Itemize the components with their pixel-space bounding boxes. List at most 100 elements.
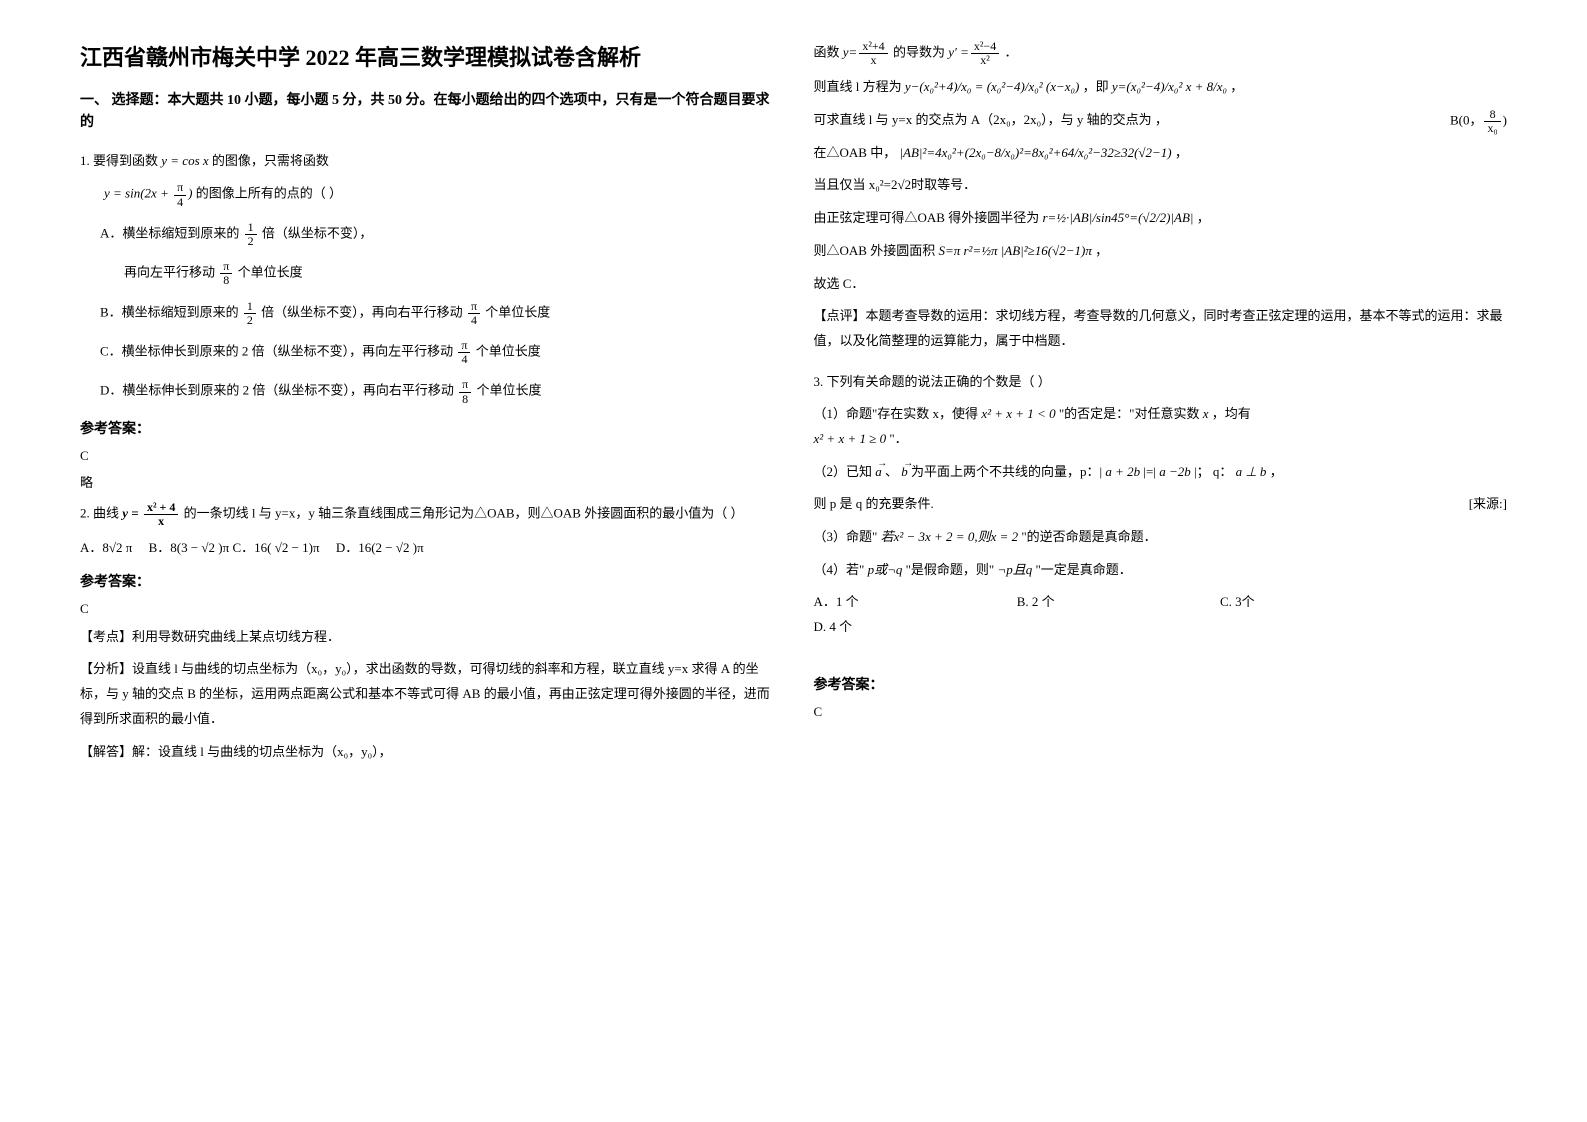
sol-l1-yp: y′ = (948, 45, 969, 60)
q2-stem-b: 的一条切线 l 与 y=x，y 轴三条直线围成三角形记为△OAB，则△OAB 外… (184, 505, 744, 520)
q1-formula-frac: π4 (174, 181, 186, 208)
sol-l1-frac1-den: x (859, 54, 887, 67)
q3-p2-d: |=| (1143, 464, 1156, 479)
sol-l4-math: |AB|²=4x₀²+(2x₀−8/x₀)²=8x₀²+64/x₀²−32≥32… (899, 145, 1171, 160)
q2-ans: C (80, 601, 774, 617)
sol-l1-a: 函数 (814, 45, 840, 60)
q1-optA-c: 再向左平行移动 (124, 265, 215, 280)
q2-optB: B．8(3 − √2 )π (149, 540, 230, 555)
q3-p3: （3）命题" 若x² − 3x + 2 = 0,则x = 2 "的逆否命题是真命… (814, 525, 1508, 550)
q1-optC-frac-num: π (458, 339, 470, 353)
q1-ans-label: 参考答案： (80, 418, 774, 438)
sol-line1: 函数 y=x²+4x 的导数为 y′ =x²−4x² ． (814, 40, 1508, 67)
sol-l7-b: ， (1095, 243, 1108, 258)
q3-optD: D. 4 个 (814, 615, 1014, 640)
sol-line2: 则直线 l 方程为 y−(x₀²+4)/x₀ = (x₀²−4)/x₀² (x−… (814, 75, 1508, 100)
sol-line6: 由正弦定理可得△OAB 得外接圆半径为 r=½·|AB|/sin45°=(√2/… (814, 206, 1508, 231)
q2-optC: C．16( √2 − 1)π (232, 540, 319, 555)
q3-p4-m2: ¬p且q (997, 562, 1032, 577)
q1-optB: B．横坐标缩短到原来的 12 倍（纵坐标不变），再向右平行移动 π4 个单位长度 (100, 300, 774, 327)
sol-line5: 当且仅当 x₀²=2√2时取等号． (814, 173, 1508, 198)
sol-l1-b: 的导数为 (893, 45, 945, 60)
q1-optB-frac2-num: π (468, 300, 480, 314)
q1-formula-frac-den: 4 (174, 196, 186, 209)
q3-ans: C (814, 704, 1508, 720)
sol-l2-math2: y=(x₀²−4)/x₀² x + 8/x₀ (1112, 79, 1227, 94)
sol-line8: 故选 C． (814, 272, 1508, 297)
q3-p2-l2a: 则 p 是 q 的充要条件. (814, 492, 934, 517)
q2-fenxi: 【分析】设直线 l 与曲线的切点坐标为（x₀，y₀），求出函数的导数，可得切线的… (80, 657, 774, 731)
q2-jieda: 【解答】解：设直线 l 与曲线的切点坐标为（x₀，y₀）， (80, 740, 774, 765)
q1-optD-frac-num: π (459, 378, 471, 392)
q1-optA: A．横坐标缩短到原来的 12 倍（纵坐标不变）， 再向左平行移动 π8 个单位长… (100, 221, 774, 288)
q3-p3-a: （3）命题" (814, 529, 878, 544)
q3-options-row2: D. 4 个 (814, 640, 1508, 665)
sol-l3-frac-num: 8 (1484, 108, 1500, 122)
q1-formula-frac-num: π (174, 181, 186, 195)
q3-ans-label: 参考答案： (814, 674, 1508, 694)
q2-options: A．8√2 π B．8(3 − √2 )π C．16( √2 − 1)π D．1… (80, 536, 774, 561)
q1-ans-note: 略 (80, 472, 774, 491)
sol-line7: 则△OAB 外接圆面积 S=π r²=½π |AB|²≥16(√2−1)π ， (814, 239, 1508, 264)
section-1-heading: 一、 选择题：本大题共 10 小题，每小题 5 分，共 50 分。在每小题给出的… (80, 90, 774, 135)
q1-ans: C (80, 448, 774, 464)
q1-optB-frac: 12 (244, 300, 256, 327)
sol-l2-a: 则直线 l 方程为 (814, 79, 902, 94)
q1-stem: 1. 要得到函数 y = cos x 的图像，只需将函数 (80, 149, 774, 174)
q3-p2-va: a (875, 464, 882, 479)
q3-p1: （1）命题"存在实数 x，使得 x² + x + 1 < 0 "的否定是："对任… (814, 402, 1508, 451)
q3-stem: 3. 下列有关命题的说法正确的个数是（ ） (814, 370, 1508, 395)
q3-p2-vb: b (901, 464, 908, 479)
q3-p3-m1: 若x² − 3x + 2 = 0,则x = 2 (881, 529, 1019, 544)
q1-formula-right: ) (188, 186, 192, 201)
q3-p1-c: ，均有 (1212, 406, 1251, 421)
sol-l6-b: ， (1197, 210, 1210, 225)
sol-l4-b: ， (1175, 145, 1188, 160)
q1-formula-tail: 的图像上所有的点的（ ） (196, 186, 342, 201)
q3-optB: B. 2 个 (1017, 590, 1217, 615)
sol-l2-math: y−(x₀²+4)/x₀ = (x₀²−4)/x₀² (x−x₀) (905, 79, 1080, 94)
q3-optA: A．1 个 (814, 590, 1014, 615)
sol-l3-c: ) (1503, 113, 1507, 128)
sol-l7-math: S=π r²=½π |AB|²≥16(√2−1)π (938, 243, 1091, 258)
q1-optC-b: 个单位长度 (476, 344, 541, 359)
q3-p1-m1: x² + x + 1 < 0 (981, 406, 1055, 421)
sol-l3-a: 可求直线 l 与 y=x 的交点为 A（2x₀，2x₀），与 y 轴的交点为 (814, 112, 1152, 127)
sol-l1-frac1-num: x²+4 (859, 40, 887, 54)
q1-optA-frac2: π8 (220, 260, 232, 287)
sol-l6-math: r=½·|AB|/sin45°=(√2/2)|AB| (1042, 210, 1193, 225)
sol-l3-frac: 8x₀ (1484, 108, 1500, 135)
q3-p2-src: [来源:] (1469, 492, 1507, 517)
q1-optB-frac2-den: 4 (468, 314, 480, 327)
q1-optA-frac-num: 1 (245, 221, 257, 235)
q3-p2-m1: a + 2b (1105, 464, 1140, 479)
sol-l3-d: ， (1155, 112, 1168, 127)
sol-l3-frac-den: x₀ (1484, 122, 1500, 135)
q3-p1-a: （1）命题"存在实数 x，使得 (814, 406, 979, 421)
q3-p2-f: ， (1270, 464, 1283, 479)
q3-p4: （4）若" p或¬q "是假命题，则" ¬p且q "一定是真命题． (814, 558, 1508, 583)
q1-formula-left: y = sin(2x + (104, 186, 172, 201)
sol-l4-a: 在△OAB 中， (814, 145, 897, 160)
q3-p1-x: x (1203, 406, 1209, 421)
sol-l2-b: ，即 (1083, 79, 1109, 94)
sol-l7-a: 则△OAB 外接圆面积 (814, 243, 936, 258)
q3-p2-e: |； q： (1194, 464, 1232, 479)
q1-optC-frac: π4 (458, 339, 470, 366)
q1-stem-b: 的图像，只需将函数 (212, 153, 329, 168)
q2-stem-a: 2. 曲线 (80, 505, 119, 520)
q3-p2-line2: 则 p 是 q 的充要条件. [来源:] (814, 492, 1508, 517)
sol-line3: 可求直线 l 与 y=x 的交点为 A（2x₀，2x₀），与 y 轴的交点为 B… (814, 108, 1508, 133)
q3-p1-m2: x² + x + 1 ≥ 0 (814, 431, 887, 446)
q1-optC: C．横坐标伸长到原来的 2 倍（纵坐标不变），再向左平行移动 π4 个单位长度 (100, 339, 774, 366)
q3-p2-m3: a ⊥ b (1236, 464, 1267, 479)
q3-options: A．1 个 B. 2 个 C. 3个 D. 4 个 (814, 590, 1508, 639)
q3-p3-b: "的逆否命题是真命题． (1021, 529, 1156, 544)
sol-l2-c: ， (1230, 79, 1243, 94)
q2-stem-frac-num: x² + 4 (144, 501, 178, 515)
q2-stem-frac-den: x (144, 515, 178, 528)
q1-optC-a: C．横坐标伸长到原来的 2 倍（纵坐标不变），再向左平行移动 (100, 344, 453, 359)
q1-optA-b: 倍（纵坐标不变）， (262, 226, 373, 241)
q2-stem-y: y = (122, 505, 142, 520)
sol-l1-frac1: x²+4x (859, 40, 887, 67)
